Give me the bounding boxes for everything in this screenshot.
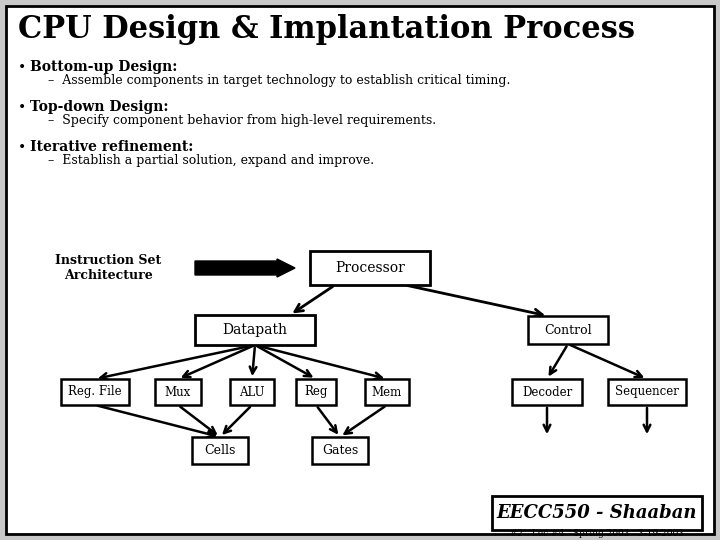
FancyBboxPatch shape <box>312 436 368 463</box>
Text: •: • <box>18 140 26 154</box>
FancyBboxPatch shape <box>296 379 336 405</box>
FancyBboxPatch shape <box>230 379 274 405</box>
FancyBboxPatch shape <box>608 379 686 405</box>
Text: Sequencer: Sequencer <box>615 386 679 399</box>
FancyBboxPatch shape <box>310 251 430 285</box>
FancyBboxPatch shape <box>155 379 201 405</box>
Text: •: • <box>18 60 26 74</box>
FancyBboxPatch shape <box>192 436 248 463</box>
Text: –  Assemble components in target technology to establish critical timing.: – Assemble components in target technolo… <box>48 74 510 87</box>
Text: Datapath: Datapath <box>222 323 287 337</box>
Text: Control: Control <box>544 323 592 336</box>
Text: Top-down Design:: Top-down Design: <box>30 100 168 114</box>
Text: Processor: Processor <box>335 261 405 275</box>
FancyBboxPatch shape <box>512 379 582 405</box>
Text: #2   Lec #4   Spring 2003   3-19-2003: #2 Lec #4 Spring 2003 3-19-2003 <box>510 530 684 538</box>
Text: CPU Design & Implantation Process: CPU Design & Implantation Process <box>18 14 635 45</box>
FancyArrow shape <box>195 259 295 277</box>
Text: Cells: Cells <box>204 443 235 456</box>
FancyBboxPatch shape <box>492 496 702 530</box>
Text: Reg. File: Reg. File <box>68 386 122 399</box>
Text: –  Establish a partial solution, expand and improve.: – Establish a partial solution, expand a… <box>48 154 374 167</box>
Text: Iterative refinement:: Iterative refinement: <box>30 140 194 154</box>
Text: Instruction Set
Architecture: Instruction Set Architecture <box>55 254 161 282</box>
Text: •: • <box>18 100 26 114</box>
Text: Reg: Reg <box>305 386 328 399</box>
Text: EECC550 - Shaaban: EECC550 - Shaaban <box>497 504 697 522</box>
FancyBboxPatch shape <box>61 379 129 405</box>
FancyBboxPatch shape <box>528 316 608 344</box>
FancyBboxPatch shape <box>365 379 409 405</box>
Text: Mem: Mem <box>372 386 402 399</box>
Text: –  Specify component behavior from high-level requirements.: – Specify component behavior from high-l… <box>48 114 436 127</box>
Text: Bottom-up Design:: Bottom-up Design: <box>30 60 177 74</box>
Text: ALU: ALU <box>239 386 265 399</box>
Text: Gates: Gates <box>322 443 358 456</box>
Text: Decoder: Decoder <box>522 386 572 399</box>
Text: Mux: Mux <box>165 386 191 399</box>
FancyBboxPatch shape <box>195 315 315 345</box>
